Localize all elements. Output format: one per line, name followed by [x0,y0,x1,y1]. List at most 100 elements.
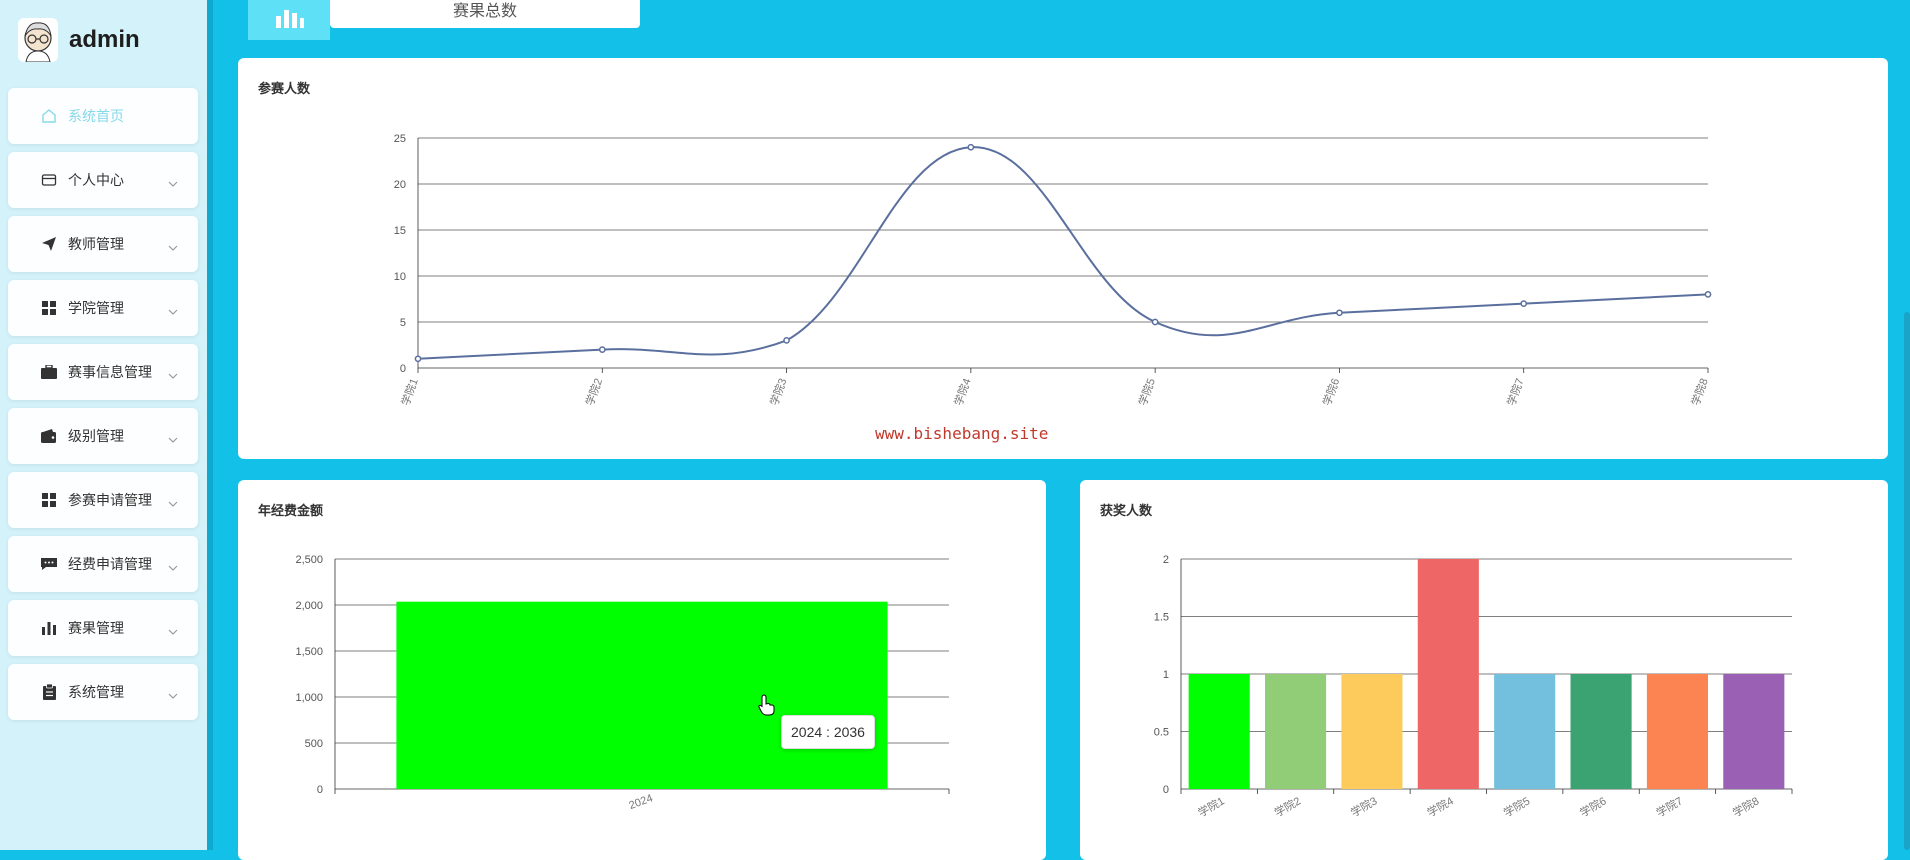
bar [1341,674,1403,789]
sidebar-item-competition-info[interactable]: 赛事信息管理 [8,344,198,400]
chart-tooltip: 2024 : 2036 [781,715,875,749]
chart-title: 参赛人数 [258,81,311,96]
x-tick-label: 学院2 [582,376,605,407]
chevron-down-icon [168,430,178,448]
y-tick-label: 500 [305,738,323,750]
sidebar-item-label: 赛事信息管理 [68,364,152,380]
sidebar-item-personal-center[interactable]: 个人中心 [8,152,198,208]
bar [1723,674,1785,789]
sidebar-item-label: 级别管理 [68,428,124,444]
x-tick-label: 学院2 [1272,793,1303,819]
awards-chart-card: 获奖人数 0 0.5 1 1.5 2 学院1 学院2 学院3 学院4 学院5 学院6 学院7 学院8 [1080,480,1888,860]
scrollbar[interactable] [1904,312,1910,850]
sidebar-item-label: 参赛申请管理 [68,492,152,508]
y-tick-label: 2 [1163,554,1169,566]
x-tick-label: 学院4 [951,376,974,407]
chevron-down-icon [168,686,178,704]
chevron-down-icon [168,622,178,640]
chevron-down-icon [168,558,178,576]
bar-chart-icon [274,8,304,33]
sidebar-item-application[interactable]: 参赛申请管理 [8,472,198,528]
bar [1265,674,1327,789]
sidebar-item-funding[interactable]: 经费申请管理 [8,536,198,592]
chevron-down-icon [168,494,178,512]
participants-line-chart: 0 5 10 15 20 25 学院1 学院2 学院3 学院4 学院5 学院6 学院7 学院8 [394,133,1712,407]
briefcase-icon [40,363,58,381]
wallet-solid-icon [40,427,58,445]
sidebar-item-label: 经费申请管理 [68,556,152,572]
data-point [783,337,790,344]
chevron-down-icon [168,302,178,320]
x-tick-label: 学院7 [1504,376,1527,407]
chart-title: 获奖人数 [1100,503,1153,518]
sidebar-item-results[interactable]: 赛果管理 [8,600,198,656]
data-point [1336,309,1343,317]
sidebar-item-label: 系统管理 [68,684,124,700]
bar [1494,674,1556,789]
x-tick-label: 学院8 [1730,793,1761,819]
home-icon [40,107,58,125]
clipboard-icon [40,683,58,701]
y-tick-label: 1.5 [1154,612,1169,624]
bar [1188,674,1250,789]
sidebar-item-system[interactable]: 系统管理 [8,664,198,720]
y-tick-label: 20 [394,179,406,191]
data-point [1520,300,1528,307]
username: admin [69,26,140,53]
x-tick-label: 学院5 [1501,793,1532,819]
y-tick-label: 25 [394,133,406,145]
y-tick-label: 15 [394,225,406,237]
y-tick-label: 2,500 [295,554,323,566]
sidebar-divider [207,0,213,850]
x-tick-label: 学院3 [1348,793,1379,819]
y-tick-label: 1,500 [295,646,323,658]
wallet-icon [40,171,58,189]
bar-chart-icon [40,619,58,637]
sidebar-item-label: 赛果管理 [68,620,124,636]
grid-icon [40,491,58,509]
avatar[interactable] [18,18,58,62]
y-tick-label: 1 [1163,669,1169,681]
x-tick-label: 学院1 [398,376,421,407]
data-point [1151,318,1159,326]
funding-bar-chart: 0 500 1,000 1,500 2,000 2,500 2024 [295,554,950,812]
message-icon [40,555,58,573]
x-tick-label: 学院6 [1577,793,1608,819]
y-tick-label: 0 [400,363,406,375]
y-tick-label: 2,000 [295,600,323,612]
x-tick-label: 学院1 [1195,793,1226,819]
sidebar-item-home[interactable]: 系统首页 [8,88,198,144]
y-tick-label: 0 [317,784,323,796]
funding-chart-card: 年经费金额 0 500 1,000 1,500 2,000 2,500 2024 2024 … [238,480,1046,860]
x-tick-label: 学院3 [767,376,790,407]
stat-card-label: 赛果总数 [330,0,640,28]
y-tick-label: 0.5 [1154,727,1169,739]
data-point [967,143,975,151]
grid-icon [40,299,58,317]
bar [396,601,888,789]
x-tick-label: 学院8 [1688,376,1711,407]
sidebar-item-college[interactable]: 学院管理 [8,280,198,336]
sidebar-item-label: 学院管理 [68,300,124,316]
sidebar: admin 系统首页 个人中心 教师管理 学院管理 赛事信息管理 [0,0,207,850]
sidebar-item-teacher[interactable]: 教师管理 [8,216,198,272]
sidebar-item-label: 教师管理 [68,236,124,252]
chart-title: 年经费金额 [258,503,324,518]
x-tick-label: 学院6 [1319,376,1342,407]
x-tick-label: 学院5 [1135,376,1158,407]
y-tick-label: 5 [400,317,406,329]
chevron-down-icon [168,366,178,384]
stat-card-icon [248,0,330,40]
bar [1570,674,1632,789]
sidebar-item-level[interactable]: 级别管理 [8,408,198,464]
brand: admin [18,18,140,62]
bar [1417,559,1479,789]
series-line [417,146,1709,360]
participants-chart-card: 参赛人数 0 5 10 15 20 25 学院1 学院2 学院3 学院4 学院5 学院6 学院7 学院8 [238,58,1888,459]
chevron-down-icon [168,238,178,256]
x-tick-label: 2024 [627,792,654,812]
sidebar-item-label: 个人中心 [68,172,124,188]
y-tick-label: 1,000 [295,692,323,704]
chevron-down-icon [168,174,178,192]
watermark: www.bishebang.site [875,424,1049,443]
